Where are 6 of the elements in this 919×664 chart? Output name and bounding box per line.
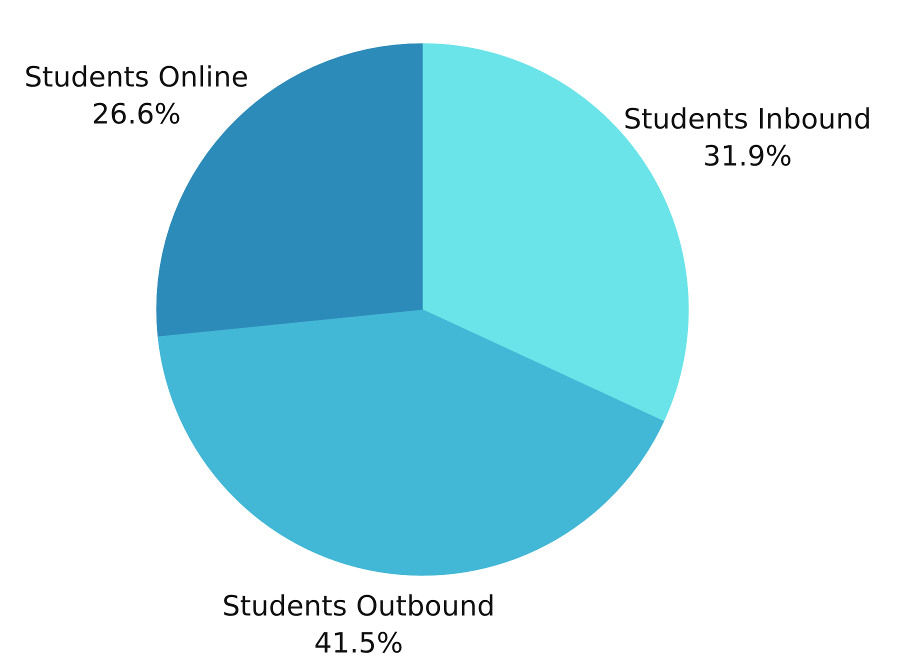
data-label: 26.6% <box>92 97 181 130</box>
slice-label: Students Inbound <box>624 102 872 136</box>
data-label: 41.5% <box>314 626 404 660</box>
data-label: 31.9% <box>703 140 792 173</box>
slice-label: Students Outbound <box>222 589 495 622</box>
slice-label: Students Online <box>24 60 248 94</box>
